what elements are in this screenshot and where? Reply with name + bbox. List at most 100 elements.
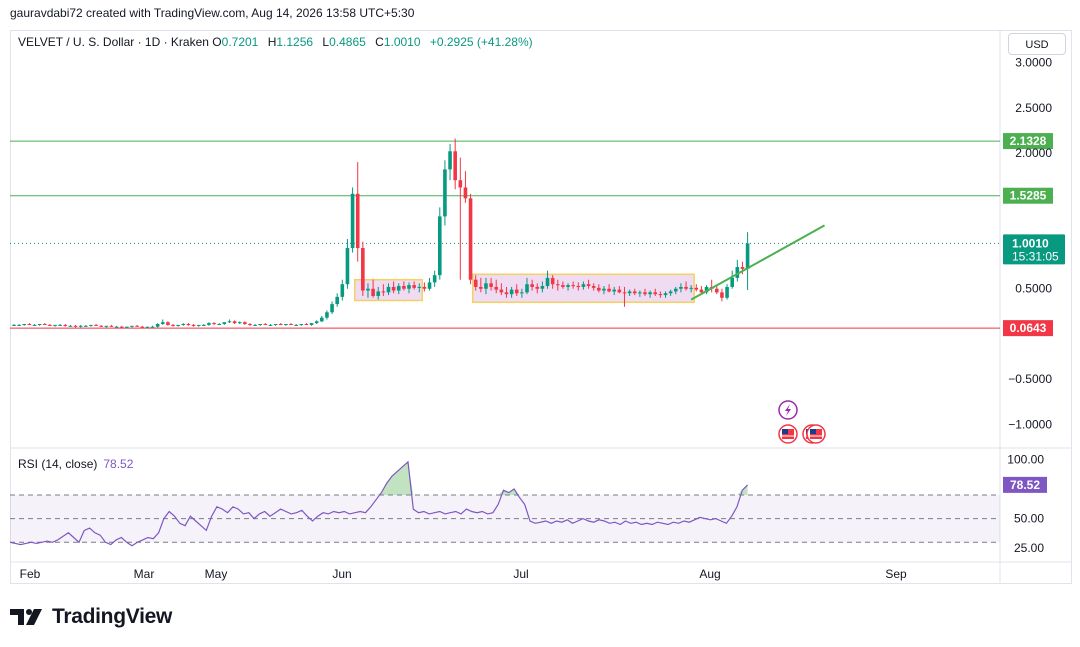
tradingview-logo[interactable]: TradingView bbox=[10, 604, 172, 630]
trendline-group bbox=[690, 224, 826, 301]
chart-frame bbox=[10, 30, 1072, 584]
level-label: 0.0643 bbox=[1010, 321, 1047, 335]
candle-body bbox=[345, 248, 350, 285]
currency-button[interactable]: USD bbox=[1008, 33, 1066, 55]
candle-body bbox=[53, 324, 57, 326]
candle-body bbox=[109, 325, 114, 327]
candle-body bbox=[704, 286, 709, 293]
candle-body bbox=[745, 243, 750, 269]
rsi-value-label: 78.52 bbox=[1010, 478, 1040, 492]
candle-body bbox=[396, 286, 401, 291]
candle-body bbox=[181, 324, 186, 326]
candle-body bbox=[545, 277, 550, 287]
rsi-tick-label: 50.00 bbox=[1014, 512, 1044, 526]
candle-body bbox=[217, 324, 221, 326]
candle-body bbox=[735, 267, 740, 278]
rsi-tick-label: 100.00 bbox=[1007, 452, 1044, 466]
candle-body bbox=[330, 304, 334, 313]
candle-body bbox=[689, 287, 693, 289]
candle-body bbox=[540, 286, 545, 289]
price-tick-label: 0.5000 bbox=[1015, 282, 1052, 296]
time-tick-label: Mar bbox=[134, 567, 155, 581]
candle-body bbox=[555, 284, 560, 286]
candle-body bbox=[314, 321, 319, 324]
symbol-legend: VELVET / U. S. Dollar · 1D · Kraken O0.7… bbox=[18, 35, 533, 49]
low-label: L bbox=[322, 35, 330, 49]
low-value: 0.4865 bbox=[329, 35, 366, 49]
symbol-name[interactable]: VELVET / U. S. Dollar · 1D · Kraken bbox=[18, 35, 209, 49]
candle-body bbox=[602, 288, 606, 291]
candle-body bbox=[361, 248, 365, 291]
candle-body bbox=[432, 275, 437, 283]
candle-body bbox=[561, 285, 565, 287]
candle-body bbox=[648, 292, 652, 295]
price-tick-label: 3.0000 bbox=[1015, 56, 1052, 70]
price-tick-label: 2.5000 bbox=[1015, 101, 1052, 115]
countdown-label: 15:31:05 bbox=[1012, 249, 1059, 263]
candle-body bbox=[289, 324, 293, 326]
time-tick-label: Jul bbox=[513, 567, 528, 581]
candle-body bbox=[617, 289, 622, 293]
candle-body bbox=[371, 288, 375, 296]
candle-body bbox=[135, 325, 139, 327]
candle-body bbox=[84, 325, 88, 327]
change-value: +0.2925 (+41.28%) bbox=[429, 35, 533, 49]
candle-body bbox=[699, 289, 704, 293]
price-tick-label: −1.0000 bbox=[1008, 417, 1052, 431]
candle-body bbox=[366, 288, 370, 291]
candle-body bbox=[68, 325, 73, 327]
candle-body bbox=[222, 322, 227, 325]
time-tick-label: Aug bbox=[699, 567, 720, 581]
tradingview-logo-icon bbox=[10, 609, 42, 625]
candle-body bbox=[632, 291, 637, 294]
rsi-label[interactable]: RSI (14, close) bbox=[18, 457, 98, 471]
candle-body bbox=[258, 324, 263, 326]
candle-body bbox=[248, 324, 252, 326]
candle-body bbox=[63, 324, 68, 326]
candle-body bbox=[325, 312, 329, 318]
candle-body bbox=[27, 324, 32, 326]
candle-body bbox=[376, 291, 381, 296]
candle-body bbox=[437, 216, 442, 276]
candle-body bbox=[715, 288, 719, 293]
candle-body bbox=[576, 286, 581, 288]
open-value: 0.7201 bbox=[221, 35, 259, 49]
candle-body bbox=[294, 324, 298, 326]
candle-body bbox=[150, 326, 155, 328]
candle-body bbox=[607, 288, 611, 292]
candle-body bbox=[17, 324, 21, 326]
candle-body bbox=[320, 317, 324, 322]
candle-body bbox=[679, 286, 683, 289]
candle-body bbox=[125, 326, 129, 328]
candle-body bbox=[166, 322, 170, 325]
candle-body bbox=[530, 284, 534, 287]
candle-body bbox=[627, 291, 632, 294]
level-label: 2.1328 bbox=[1010, 134, 1047, 148]
trendline bbox=[690, 224, 826, 301]
tradingview-brand: TradingView bbox=[52, 605, 173, 628]
candle-body bbox=[263, 324, 268, 326]
candle-body bbox=[284, 324, 288, 326]
candle-body bbox=[273, 324, 278, 326]
candle-body bbox=[32, 324, 37, 326]
last-price-label-bg bbox=[1003, 234, 1065, 265]
high-value: 1.1256 bbox=[276, 35, 314, 49]
rsi-overbought-fill bbox=[376, 461, 414, 495]
candle-body bbox=[42, 324, 47, 326]
candle-body bbox=[191, 324, 196, 326]
candle-body bbox=[499, 289, 504, 293]
rsi-legend: RSI (14, close) 78.52 bbox=[18, 457, 133, 471]
candle-body bbox=[484, 283, 488, 289]
candle-body bbox=[597, 287, 601, 291]
candle-body bbox=[412, 285, 416, 288]
flag-canton bbox=[810, 429, 816, 434]
close-label: C bbox=[375, 35, 384, 49]
candle-body bbox=[417, 286, 422, 288]
rsi-value: 78.52 bbox=[103, 457, 134, 471]
candle-body bbox=[668, 291, 673, 294]
candle-body bbox=[48, 324, 52, 326]
candle-body bbox=[186, 324, 191, 326]
candle-body bbox=[402, 286, 406, 289]
candle-body bbox=[638, 292, 642, 294]
